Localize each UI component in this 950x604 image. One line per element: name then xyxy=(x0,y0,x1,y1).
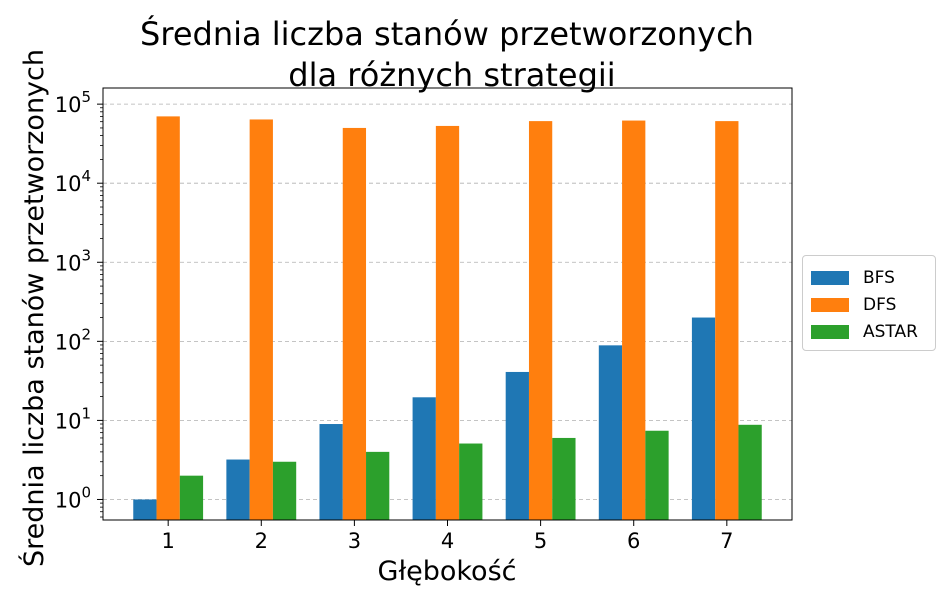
x-tick-label: 2 xyxy=(255,529,268,553)
bar-dfs-7 xyxy=(715,121,739,521)
bar-bfs-2 xyxy=(226,459,250,520)
x-tick-label: 4 xyxy=(441,529,454,553)
x-axis-label: Głębokość xyxy=(378,556,517,587)
y-tick-label: 105 xyxy=(55,88,91,117)
bar-bfs-4 xyxy=(412,397,436,520)
y-tick-label: 103 xyxy=(55,246,91,275)
y-tick-label: 104 xyxy=(55,167,91,196)
plot-frame xyxy=(102,87,793,521)
bar-bfs-1 xyxy=(133,499,157,520)
bar-dfs-6 xyxy=(622,120,646,521)
legend-label-bfs: BFS xyxy=(863,267,895,288)
bar-bfs-5 xyxy=(505,371,529,520)
legend-swatch-astar xyxy=(811,324,849,339)
x-tick-label: 1 xyxy=(161,529,174,553)
bar-dfs-3 xyxy=(342,127,367,520)
bar-astar-1 xyxy=(179,475,204,520)
legend-swatch-dfs xyxy=(811,297,849,312)
x-tick-label: 6 xyxy=(627,529,640,553)
bar-bfs-7 xyxy=(691,317,716,520)
y-tick-label: 102 xyxy=(55,325,91,354)
bar-dfs-1 xyxy=(156,116,180,520)
x-tick-label: 7 xyxy=(720,529,733,553)
bar-dfs-4 xyxy=(435,125,460,521)
chart-title-line-1: Średnia liczba stanów przetworzonych xyxy=(140,14,754,53)
bar-astar-2 xyxy=(272,461,297,520)
bar-astar-4 xyxy=(459,443,483,520)
bar-bfs-6 xyxy=(598,345,623,520)
legend-label-dfs: DFS xyxy=(863,294,897,315)
y-tick-label: 100 xyxy=(55,483,91,512)
legend-swatch-bfs xyxy=(811,270,849,285)
x-tick-label: 5 xyxy=(534,529,547,553)
x-tick-label: 3 xyxy=(348,529,361,553)
bar-bfs-3 xyxy=(319,424,343,520)
bar-dfs-5 xyxy=(528,121,553,521)
bar-astar-7 xyxy=(738,424,762,520)
bar-astar-5 xyxy=(552,437,576,520)
legend-item-astar: ASTAR xyxy=(811,318,927,345)
axes: 100 101 102 103 104 105 1 2 3 4 5 6 7 xyxy=(55,87,793,553)
legend-item-bfs: BFS xyxy=(811,264,927,291)
legend: BFS DFS ASTAR xyxy=(802,255,936,351)
legend-label-astar: ASTAR xyxy=(863,321,918,342)
y-tick-label: 101 xyxy=(55,404,91,433)
bar-astar-6 xyxy=(645,430,669,520)
legend-item-dfs: DFS xyxy=(811,291,927,318)
bar-astar-3 xyxy=(366,451,390,520)
bars xyxy=(133,116,762,521)
y-axis-label: Średnia liczba stanów przetworzonych xyxy=(18,49,50,567)
bar-dfs-2 xyxy=(249,119,273,520)
